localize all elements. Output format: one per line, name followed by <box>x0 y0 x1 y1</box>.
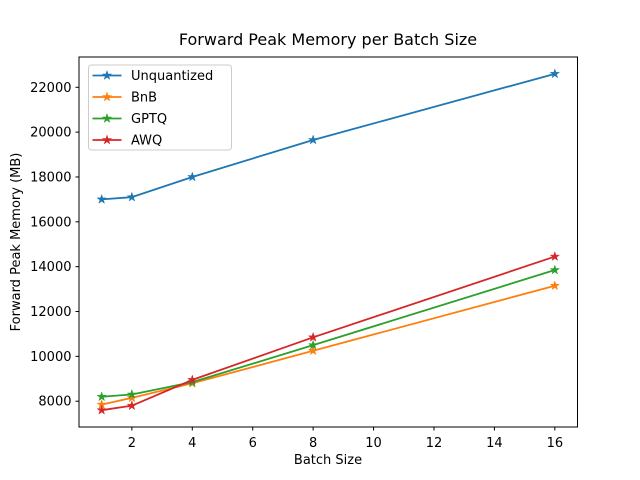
data-point-unquantized <box>307 134 319 145</box>
legend: Unquantized BnB GPTQ AWQ <box>88 64 232 151</box>
x-tick-label: 12 <box>426 436 443 451</box>
legend-label: GPTQ <box>131 112 167 127</box>
plot-border <box>78 56 578 428</box>
y-tick-label: 22000 <box>30 81 71 96</box>
data-point-gptq <box>307 339 319 350</box>
legend-label: AWQ <box>131 134 162 149</box>
x-tick-label: 14 <box>486 436 503 451</box>
legend-swatch-marker <box>101 69 113 81</box>
series-line-gptq <box>100 269 556 398</box>
x-axis-label: Batch Size <box>294 453 362 468</box>
y-axis-label: Forward Peak Memory (MB) <box>9 153 24 332</box>
data-point-unquantized <box>186 171 198 182</box>
legend-swatch-marker <box>101 112 113 124</box>
data-point-gptq <box>126 388 138 400</box>
data-point-awq <box>549 250 561 262</box>
legend-box <box>88 64 232 151</box>
data-point-unquantized <box>549 68 561 79</box>
x-tick-label: 16 <box>547 436 564 451</box>
data-point-bnb <box>307 345 319 356</box>
chart-title: Forward Peak Memory per Batch Size <box>179 30 477 49</box>
data-point-bnb <box>549 280 561 291</box>
data-point-unquantized <box>96 193 107 204</box>
data-point-awq <box>96 404 107 415</box>
data-point-gptq <box>549 264 561 275</box>
axes-frame: 2 4 6 8 10 12 14 16 8000 10000 12000 14000 16000 1800… <box>30 56 578 451</box>
legend-label: BnB <box>131 91 157 106</box>
y-tick-label: 10000 <box>30 350 71 365</box>
data-point-bnb <box>126 392 138 403</box>
y-tick-label: 14000 <box>30 260 71 275</box>
x-tick-label: 4 <box>188 436 196 451</box>
data-point-gptq <box>96 391 107 402</box>
legend-swatch-marker <box>101 91 113 102</box>
y-tick-label: 20000 <box>30 126 71 141</box>
x-tick-label: 6 <box>249 436 257 451</box>
data-point-awq <box>186 374 198 385</box>
x-tick-label: 8 <box>309 436 317 451</box>
y-tick-label: 16000 <box>30 215 71 230</box>
y-tick-label: 12000 <box>30 305 71 320</box>
series-layer <box>96 68 561 415</box>
data-point-awq <box>126 400 138 411</box>
x-tick-label: 10 <box>365 436 382 451</box>
legend-label: Unquantized <box>131 69 213 84</box>
data-point-unquantized <box>126 191 138 202</box>
x-tick-label: 2 <box>128 436 136 451</box>
data-point-awq <box>307 331 319 342</box>
y-tick-label: 8000 <box>38 395 71 410</box>
legend-swatch-marker <box>101 134 113 145</box>
y-tick-label: 18000 <box>30 170 71 185</box>
